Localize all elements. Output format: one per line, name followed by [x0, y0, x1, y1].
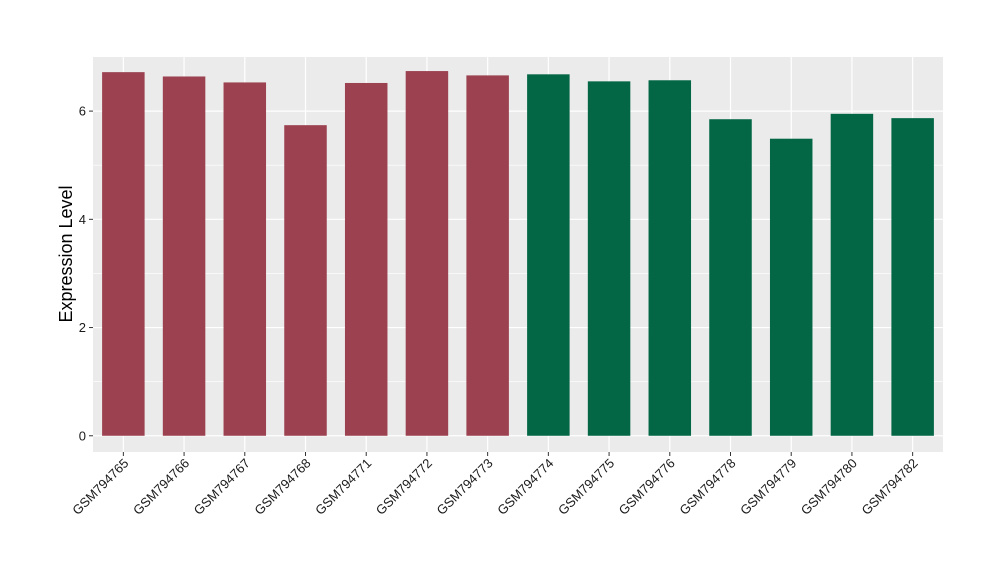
x-tick-label: GSM794768: [251, 456, 313, 518]
bar: [344, 82, 388, 436]
x-tick-label: GSM794776: [616, 456, 678, 518]
y-tick-label: 6: [79, 104, 86, 119]
bar: [648, 80, 692, 436]
x-tick-label: GSM794765: [69, 456, 131, 518]
x-tick-label: GSM794766: [130, 456, 192, 518]
plot-panel: [93, 57, 943, 452]
bar: [891, 118, 934, 436]
y-tick-label: 2: [79, 320, 86, 335]
bar: [223, 82, 267, 436]
bar: [102, 72, 145, 436]
x-tick-label: GSM794775: [555, 456, 617, 518]
x-tick-label: GSM794779: [737, 456, 799, 518]
bar: [587, 81, 631, 436]
y-tick-label: 0: [79, 428, 86, 443]
x-tick-label: GSM794782: [859, 456, 921, 518]
bar: [466, 75, 509, 436]
x-tick-label: GSM794774: [494, 456, 556, 518]
y-axis-label: Expression Level: [56, 185, 76, 322]
bar: [830, 113, 874, 436]
x-tick-label: GSM794778: [676, 456, 738, 518]
bar: [709, 119, 752, 436]
bar: [284, 125, 327, 436]
bar: [769, 138, 813, 436]
x-tick-label: GSM794771: [312, 456, 374, 518]
x-tick-label: GSM794772: [373, 456, 435, 518]
bars: [102, 71, 934, 436]
x-tick-label: GSM794767: [191, 456, 253, 518]
bar: [162, 76, 206, 436]
x-tick-label: GSM794773: [434, 456, 496, 518]
bar: [405, 71, 449, 436]
x-axis: GSM794765GSM794766GSM794767GSM794768GSM7…: [69, 452, 921, 518]
bar: [527, 74, 570, 436]
y-tick-label: 4: [79, 212, 86, 227]
x-tick-label: GSM794780: [798, 456, 860, 518]
y-axis: 0 2 4 6: [79, 104, 93, 443]
